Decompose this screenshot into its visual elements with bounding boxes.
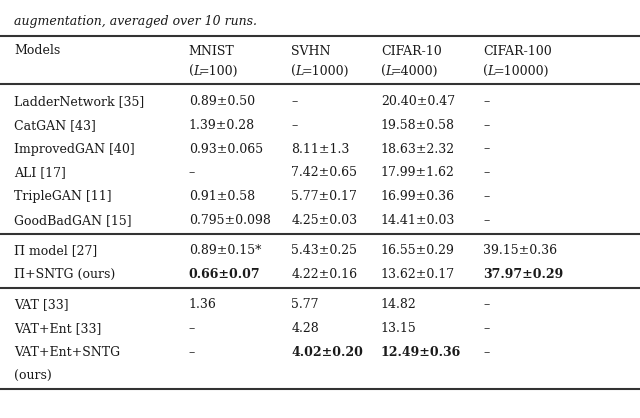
Text: CIFAR-10: CIFAR-10 — [381, 45, 442, 58]
Text: 0.795±0.098: 0.795±0.098 — [189, 214, 271, 227]
Text: 0.89±0.50: 0.89±0.50 — [189, 95, 255, 108]
Text: (: ( — [483, 65, 488, 78]
Text: –: – — [483, 166, 490, 179]
Text: 8.11±1.3: 8.11±1.3 — [291, 143, 349, 155]
Text: L: L — [488, 65, 496, 78]
Text: 1.39±0.28: 1.39±0.28 — [189, 119, 255, 132]
Text: 4.02±0.20: 4.02±0.20 — [291, 346, 363, 359]
Text: 18.63±2.32: 18.63±2.32 — [381, 143, 455, 155]
Text: Π+SNTG (ours): Π+SNTG (ours) — [14, 268, 115, 281]
Text: 0.91±0.58: 0.91±0.58 — [189, 190, 255, 203]
Text: SVHN: SVHN — [291, 45, 331, 58]
Text: MNIST: MNIST — [189, 45, 234, 58]
Text: –: – — [483, 346, 490, 359]
Text: VAT+Ent [33]: VAT+Ent [33] — [14, 322, 102, 335]
Text: 20.40±0.47: 20.40±0.47 — [381, 95, 455, 108]
Text: –: – — [189, 346, 195, 359]
Text: 39.15±0.36: 39.15±0.36 — [483, 244, 557, 257]
Text: –: – — [189, 166, 195, 179]
Text: Models: Models — [14, 44, 60, 57]
Text: 1.36: 1.36 — [189, 298, 217, 311]
Text: GoodBadGAN [15]: GoodBadGAN [15] — [14, 214, 132, 227]
Text: L: L — [296, 65, 304, 78]
Text: 5.43±0.25: 5.43±0.25 — [291, 244, 357, 257]
Text: (: ( — [291, 65, 296, 78]
Text: –: – — [291, 119, 298, 132]
Text: 37.97±0.29: 37.97±0.29 — [483, 268, 563, 281]
Text: –: – — [483, 143, 490, 155]
Text: 19.58±0.58: 19.58±0.58 — [381, 119, 455, 132]
Text: –: – — [483, 119, 490, 132]
Text: =4000): =4000) — [391, 65, 438, 78]
Text: 17.99±1.62: 17.99±1.62 — [381, 166, 454, 179]
Text: ALI [17]: ALI [17] — [14, 166, 66, 179]
Text: –: – — [483, 95, 490, 108]
Text: =10000): =10000) — [493, 65, 549, 78]
Text: –: – — [291, 95, 298, 108]
Text: 4.28: 4.28 — [291, 322, 319, 335]
Text: –: – — [483, 214, 490, 227]
Text: 0.93±0.065: 0.93±0.065 — [189, 143, 263, 155]
Text: CIFAR-100: CIFAR-100 — [483, 45, 552, 58]
Text: (: ( — [381, 65, 386, 78]
Text: =1000): =1000) — [301, 65, 349, 78]
Text: 14.41±0.03: 14.41±0.03 — [381, 214, 455, 227]
Text: ImprovedGAN [40]: ImprovedGAN [40] — [14, 143, 135, 155]
Text: 7.42±0.65: 7.42±0.65 — [291, 166, 357, 179]
Text: –: – — [189, 322, 195, 335]
Text: 4.25±0.03: 4.25±0.03 — [291, 214, 357, 227]
Text: 5.77: 5.77 — [291, 298, 319, 311]
Text: (: ( — [189, 65, 194, 78]
Text: 13.15: 13.15 — [381, 322, 417, 335]
Text: VAT+Ent+SNTG: VAT+Ent+SNTG — [14, 346, 120, 359]
Text: L: L — [385, 65, 394, 78]
Text: 0.66±0.07: 0.66±0.07 — [189, 268, 260, 281]
Text: augmentation, averaged over 10 runs.: augmentation, averaged over 10 runs. — [14, 15, 257, 28]
Text: =100): =100) — [199, 65, 239, 78]
Text: 12.49±0.36: 12.49±0.36 — [381, 346, 461, 359]
Text: 16.99±0.36: 16.99±0.36 — [381, 190, 455, 203]
Text: 0.89±0.15*: 0.89±0.15* — [189, 244, 261, 257]
Text: 13.62±0.17: 13.62±0.17 — [381, 268, 455, 281]
Text: TripleGAN [11]: TripleGAN [11] — [14, 190, 112, 203]
Text: (ours): (ours) — [14, 370, 52, 382]
Text: –: – — [483, 190, 490, 203]
Text: –: – — [483, 322, 490, 335]
Text: VAT [33]: VAT [33] — [14, 298, 68, 311]
Text: 5.77±0.17: 5.77±0.17 — [291, 190, 357, 203]
Text: 14.82: 14.82 — [381, 298, 417, 311]
Text: –: – — [483, 298, 490, 311]
Text: Π model [27]: Π model [27] — [14, 244, 97, 257]
Text: CatGAN [43]: CatGAN [43] — [14, 119, 96, 132]
Text: L: L — [193, 65, 202, 78]
Text: 16.55±0.29: 16.55±0.29 — [381, 244, 454, 257]
Text: 4.22±0.16: 4.22±0.16 — [291, 268, 357, 281]
Text: LadderNetwork [35]: LadderNetwork [35] — [14, 95, 145, 108]
